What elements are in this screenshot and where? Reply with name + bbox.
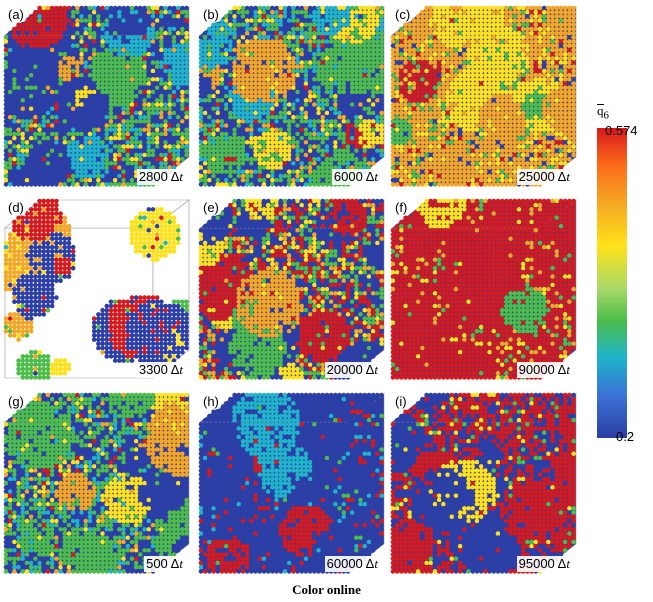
snapshot-panel: (h) 60000 Δt — [198, 392, 386, 574]
caption: Color online — [292, 582, 361, 597]
colorbar-symbol: q6 — [597, 103, 609, 122]
particle-cube-image — [198, 5, 385, 187]
time-label: 60000 Δt — [324, 556, 380, 572]
time-label: 500 Δt — [144, 556, 185, 572]
time-label: 2800 Δt — [136, 169, 185, 185]
particle-cube-image — [3, 392, 190, 574]
snapshot-panel: (d) 3300 Δt — [3, 198, 191, 380]
snapshot-panel: (b) 6000 Δt — [198, 5, 386, 187]
panel-label: (i) — [393, 394, 409, 409]
panel-label: (f) — [393, 200, 410, 215]
panel-label: (b) — [201, 7, 221, 22]
particle-cube-image — [3, 198, 190, 380]
panel-label: (e) — [201, 200, 221, 215]
snapshot-panel: (i) 95000 Δt — [390, 392, 578, 574]
particle-cube-image — [390, 5, 577, 187]
time-label: 95000 Δt — [516, 556, 572, 572]
particle-cube-image — [3, 5, 190, 187]
panel-label: (a) — [6, 7, 26, 22]
time-label: 25000 Δt — [516, 169, 572, 185]
snapshot-panel: (a) 2800 Δt — [3, 5, 191, 187]
time-label: 20000 Δt — [324, 362, 380, 378]
panel-label: (h) — [201, 394, 221, 409]
particle-cube-image — [390, 198, 577, 380]
particle-cube-image — [390, 392, 577, 574]
colorbar-max-label: 0.574 — [605, 123, 638, 138]
particle-cube-image — [198, 198, 385, 380]
time-label: 6000 Δt — [331, 169, 380, 185]
snapshot-panel: (f) 90000 Δt — [390, 198, 578, 380]
time-label: 3300 Δt — [136, 362, 185, 378]
snapshot-panel: (c) 25000 Δt — [390, 5, 578, 187]
snapshot-panel: (e) 20000 Δt — [198, 198, 386, 380]
time-label: 90000 Δt — [516, 362, 572, 378]
particle-cube-image — [198, 392, 385, 574]
panel-label: (g) — [6, 394, 26, 409]
snapshot-panel: (g) 500 Δt — [3, 392, 191, 574]
colorbar-min-label: 0.2 — [616, 429, 635, 444]
panel-label: (d) — [6, 200, 26, 215]
panel-label: (c) — [393, 7, 413, 22]
colorbar — [597, 128, 627, 438]
